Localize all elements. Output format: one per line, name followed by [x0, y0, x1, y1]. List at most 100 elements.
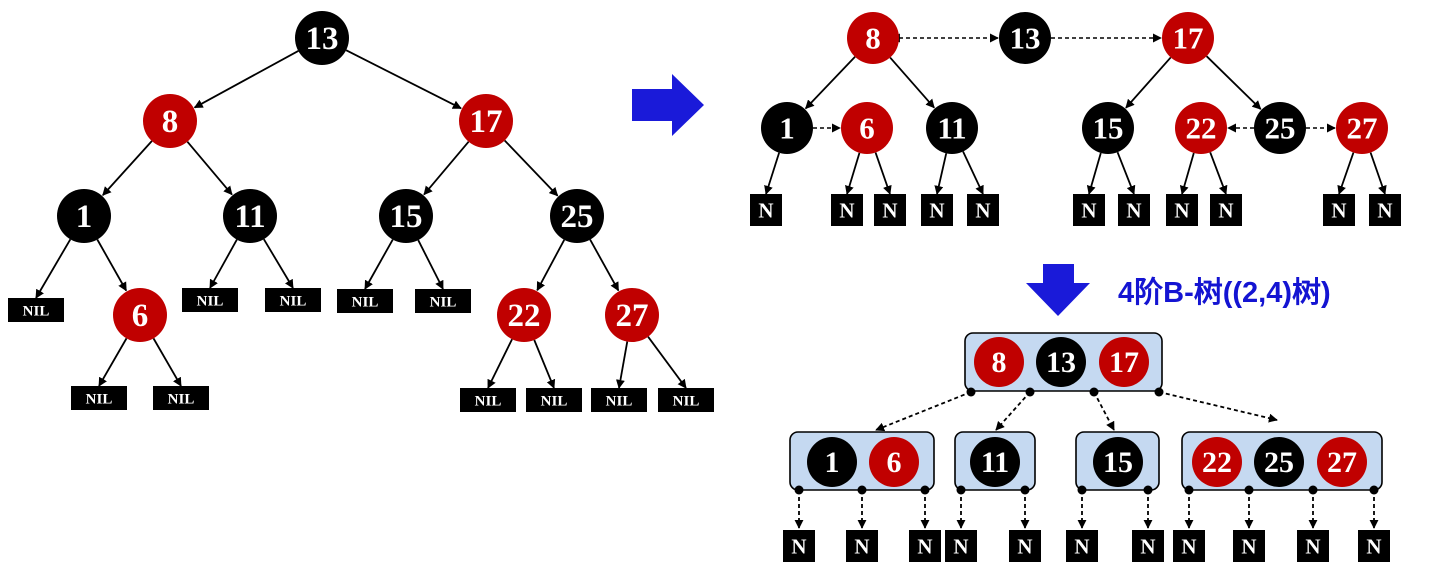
nil-leaf: NIL — [337, 289, 393, 313]
pointer-dot — [1089, 387, 1099, 397]
node-label: 6 — [859, 111, 875, 146]
tree-edge — [364, 239, 394, 290]
node-label: 17 — [1109, 346, 1139, 379]
leaf-label: NIL — [430, 294, 457, 310]
node-label: 11 — [981, 446, 1009, 479]
tree-edge — [98, 337, 128, 387]
tree-edge — [1093, 391, 1115, 431]
btree-node-13: 13 — [1036, 337, 1086, 387]
node-circle — [550, 189, 604, 243]
pointer-dot — [1244, 485, 1254, 495]
leaf-label: N — [1241, 535, 1256, 559]
node-circle — [113, 288, 167, 342]
leaf-label: N — [758, 199, 773, 223]
n-leaf: N — [1173, 530, 1205, 562]
leaf-label: NIL — [541, 393, 568, 409]
group-node-8: 8 — [847, 12, 899, 64]
pointer-dot — [956, 485, 966, 495]
leaf-label: N — [953, 535, 968, 559]
leaf-label: N — [1331, 199, 1346, 223]
n-leaf: N — [1073, 194, 1105, 226]
nil-leaf: NIL — [415, 289, 471, 313]
btree-node-27: 27 — [1317, 437, 1367, 487]
n-leaf: N — [1066, 530, 1098, 562]
tree-edge — [423, 141, 470, 196]
tree-edge — [533, 339, 556, 389]
node-circle — [970, 437, 1020, 487]
n-leaf: N — [1369, 194, 1401, 226]
tree-edge — [1179, 152, 1195, 195]
node-circle — [1099, 337, 1149, 387]
leaf-label: N — [1126, 199, 1141, 223]
leaf-label: N — [1017, 535, 1032, 559]
tree-edge — [615, 341, 629, 389]
node-circle — [1254, 437, 1304, 487]
node-circle — [497, 288, 551, 342]
node-label: 22 — [1202, 446, 1232, 479]
leaf-label: N — [1081, 199, 1096, 223]
node-circle — [379, 189, 433, 243]
tree-edge — [995, 391, 1031, 431]
tree-edge — [764, 152, 780, 195]
n-leaf: N — [1358, 530, 1390, 562]
n-leaf: N — [874, 194, 906, 226]
node-circle — [295, 11, 349, 65]
node-label: 13 — [1010, 21, 1041, 56]
pointer-dot — [920, 485, 930, 495]
tree-edge — [589, 239, 620, 292]
btree-node-22: 22 — [1192, 437, 1242, 487]
node-label: 15 — [390, 199, 423, 235]
leaf-label: NIL — [475, 393, 502, 409]
n-leaf: N — [1323, 194, 1355, 226]
tree-edge — [186, 141, 233, 196]
tree-edge — [962, 151, 984, 195]
node-label: 8 — [992, 346, 1007, 379]
node-circle — [999, 12, 1051, 64]
node-circle — [1162, 12, 1214, 64]
leaf-label: N — [1074, 535, 1089, 559]
btree-node-15: 15 — [1093, 437, 1143, 487]
n-leaf: N — [1118, 194, 1150, 226]
rb-node-15: 15 — [379, 189, 433, 243]
leaf-label: N — [1305, 535, 1320, 559]
leaf-label: N — [929, 199, 944, 223]
btree-caption: 4阶B-树((2,4)树) — [1118, 276, 1331, 309]
tree-edge — [102, 140, 153, 196]
node-circle — [1175, 102, 1227, 154]
n-leaf: N — [921, 194, 953, 226]
leaf-label: NIL — [352, 294, 379, 310]
node-circle — [807, 437, 857, 487]
btree-node-8: 8 — [974, 337, 1024, 387]
node-circle — [974, 337, 1024, 387]
tree-edge — [1337, 152, 1355, 195]
leaf-label: N — [1140, 535, 1155, 559]
leaf-label: N — [854, 535, 869, 559]
leaf-label: NIL — [23, 303, 50, 319]
tree-edge — [805, 56, 856, 110]
rb-node-22: 22 — [497, 288, 551, 342]
node-label: 1 — [76, 199, 93, 235]
n-leaf: N — [783, 530, 815, 562]
node-circle — [57, 189, 111, 243]
rb-node-6: 6 — [113, 288, 167, 342]
node-circle — [459, 94, 513, 148]
tree-edge — [263, 238, 294, 289]
node-label: 15 — [1103, 446, 1133, 479]
nil-leaf: NIL — [153, 386, 209, 410]
tree-edge — [152, 337, 182, 387]
pointer-dot — [857, 485, 867, 495]
tree-edge — [874, 152, 892, 195]
leaf-label: N — [791, 535, 806, 559]
group-node-11: 11 — [926, 102, 978, 154]
nil-leaf: NIL — [265, 288, 321, 312]
node-label: 1 — [825, 446, 840, 479]
btree-node-11: 11 — [970, 437, 1020, 487]
node-label: 17 — [1173, 21, 1204, 56]
leaf-label: N — [1174, 199, 1189, 223]
pointer-dot — [1308, 485, 1318, 495]
node-label: 6 — [887, 446, 902, 479]
nil-leaf: NIL — [658, 388, 714, 412]
node-circle — [605, 288, 659, 342]
group-node-15: 15 — [1082, 102, 1134, 154]
